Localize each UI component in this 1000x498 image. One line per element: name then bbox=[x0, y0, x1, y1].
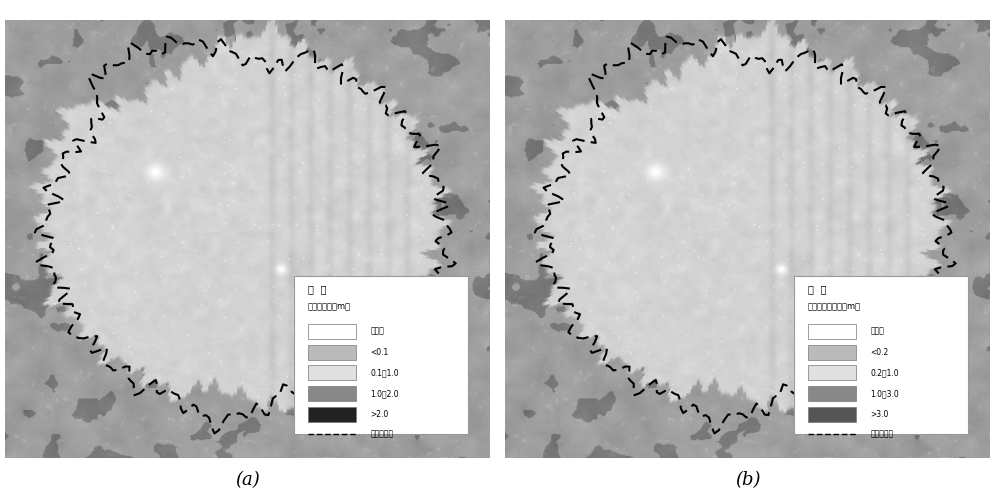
Text: 零平面位移高度（m）: 零平面位移高度（m） bbox=[808, 303, 861, 312]
Bar bbox=[808, 324, 856, 339]
Text: >2.0: >2.0 bbox=[370, 410, 389, 419]
Text: 0.2～1.0: 0.2～1.0 bbox=[870, 369, 899, 377]
Bar bbox=[808, 345, 856, 360]
Bar bbox=[308, 366, 356, 380]
Text: <0.2: <0.2 bbox=[870, 348, 889, 357]
Text: 动量粗糙度（m）: 动量粗糙度（m） bbox=[308, 303, 351, 312]
Text: (a): (a) bbox=[235, 471, 260, 490]
Bar bbox=[808, 386, 856, 401]
Bar bbox=[308, 324, 356, 339]
Text: >3.0: >3.0 bbox=[870, 410, 889, 419]
Text: 研究区范围: 研究区范围 bbox=[370, 430, 394, 439]
Bar bbox=[794, 276, 968, 434]
Bar bbox=[308, 407, 356, 422]
Text: 1.0～2.0: 1.0～2.0 bbox=[370, 389, 399, 398]
Text: 图  例: 图 例 bbox=[808, 284, 826, 294]
Text: 缺省值: 缺省值 bbox=[870, 327, 884, 336]
Bar bbox=[808, 407, 856, 422]
Text: 图  例: 图 例 bbox=[308, 284, 326, 294]
Bar bbox=[308, 345, 356, 360]
Bar bbox=[308, 386, 356, 401]
Text: 1.0～3.0: 1.0～3.0 bbox=[870, 389, 899, 398]
Bar bbox=[294, 276, 468, 434]
Text: (b): (b) bbox=[735, 471, 760, 490]
Text: 研究区范围: 研究区范围 bbox=[870, 430, 894, 439]
Text: 缺省值: 缺省值 bbox=[370, 327, 384, 336]
Bar bbox=[808, 366, 856, 380]
Text: <0.1: <0.1 bbox=[370, 348, 389, 357]
Text: 0.1～1.0: 0.1～1.0 bbox=[370, 369, 399, 377]
